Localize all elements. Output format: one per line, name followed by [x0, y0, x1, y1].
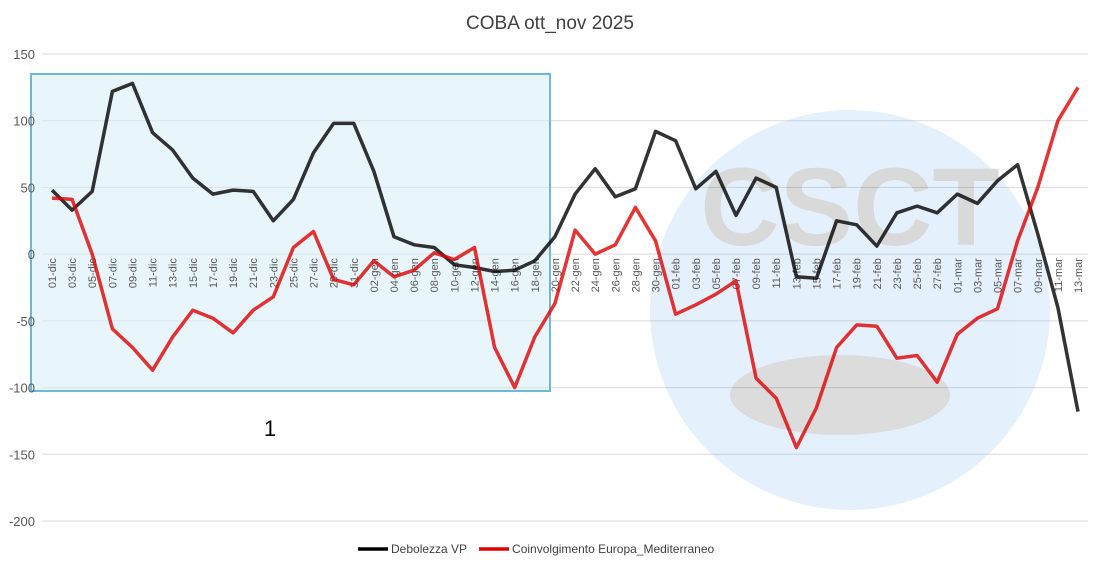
x-tick-label: 13-mar: [1073, 258, 1085, 293]
series-line: [51, 86, 1080, 450]
x-tick-label: 01-feb: [671, 258, 683, 289]
x-tick-label: 23-dic: [268, 258, 280, 288]
x-tick-label: 06-gen: [409, 258, 421, 292]
x-tick-label: 21-feb: [872, 258, 884, 289]
x-tick-label: 11-feb: [771, 258, 783, 288]
x-tick-label: 11-dic: [148, 258, 160, 288]
x-tick-label: 17-dic: [208, 258, 220, 288]
x-tick-label: 27-dic: [309, 258, 321, 288]
x-tick-label: 09-feb: [751, 258, 763, 289]
annotation: 1: [264, 416, 276, 441]
x-tick-label: 17-feb: [832, 258, 844, 289]
x-tick-label: 09-mar: [1033, 258, 1045, 293]
legend-label: Debolezza VP: [391, 542, 467, 556]
chart-title: COBA ott_nov 2025: [466, 13, 634, 34]
y-tick-label: -100: [9, 381, 35, 396]
x-tick-label: 24-gen: [590, 258, 602, 292]
x-tick-label: 08-gen: [429, 258, 441, 292]
watermark: CSCT: [650, 110, 1050, 510]
x-tick-label: 03-dic: [67, 258, 79, 288]
x-tick-label: 07-mar: [1013, 258, 1025, 293]
x-tick-label: 07-dic: [107, 258, 119, 288]
x-tick-label: 25-feb: [912, 258, 924, 289]
legend: Debolezza VP Coinvolgimento Europa_Medite…: [358, 542, 714, 556]
highlight-box: [30, 73, 551, 392]
x-tick-label: 01-dic: [47, 258, 59, 288]
series-line: [50, 81, 1080, 412]
x-tick-label: 23-feb: [892, 258, 904, 289]
y-tick-label: -150: [9, 447, 35, 462]
x-tick-label: 02-gen: [369, 258, 381, 292]
x-tick-label: 15-dic: [188, 258, 200, 288]
x-tick-label: 13-dic: [168, 258, 180, 288]
x-tick-label: 18-gen: [530, 258, 542, 292]
x-tick-label: 05-mar: [993, 258, 1005, 293]
x-tick-label: 03-mar: [972, 258, 984, 293]
y-tick-label: 50: [21, 180, 35, 195]
x-tick-label: 21-dic: [248, 258, 260, 288]
legend-label: Coinvolgimento Europa_Mediterraneo: [512, 542, 714, 556]
x-tick-label: 30-gen: [651, 258, 663, 292]
x-tick-label: 28-gen: [630, 258, 642, 292]
x-tick-label: 19-feb: [852, 258, 864, 289]
y-tick-label: 100: [13, 114, 35, 129]
x-tick-label: 14-gen: [490, 258, 502, 292]
y-tick-label: 150: [13, 47, 35, 62]
x-tick-label: 22-gen: [570, 258, 582, 292]
y-tick-label: -50: [16, 314, 35, 329]
x-tick-label: 01-mar: [952, 258, 964, 293]
x-tick-label: 25-dic: [288, 258, 300, 288]
x-tick-label: 26-gen: [610, 258, 622, 292]
x-tick-label: 19-dic: [228, 258, 240, 288]
svg-text:CSCT: CSCT: [700, 146, 999, 269]
x-tick-label: 03-feb: [691, 258, 703, 289]
x-tick-label: 11-mar: [1053, 258, 1065, 292]
x-tick-label: 09-dic: [127, 258, 139, 288]
y-tick-label: -200: [9, 514, 35, 529]
x-tick-label: 05-feb: [711, 258, 723, 289]
y-tick-label: 0: [28, 247, 35, 262]
x-tick-label: 27-feb: [932, 258, 944, 289]
x-tick-label: 16-gen: [510, 258, 522, 292]
